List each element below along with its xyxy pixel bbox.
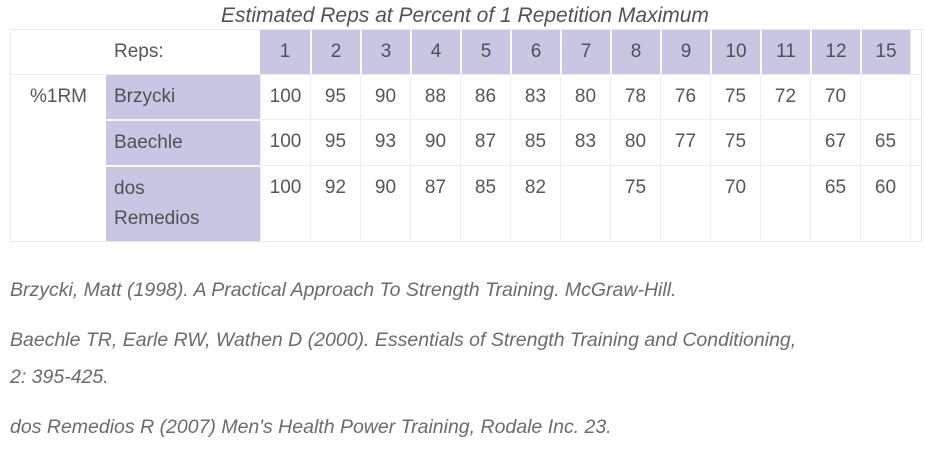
rep-header-cell: 9 [660, 30, 710, 75]
value-cell: 75 [610, 165, 660, 241]
value-cell: 95 [310, 119, 360, 165]
table-title: Estimated Reps at Percent of 1 Repetitio… [221, 4, 709, 27]
method-label: dos Remedios [114, 178, 200, 229]
rep-header-cell: 1 [260, 30, 310, 75]
rep-header-cell: 12 [810, 30, 860, 75]
header-row: Reps: 1 2 3 4 5 6 7 8 9 10 11 12 15 [11, 30, 921, 75]
rep-header-cell: 6 [510, 30, 560, 75]
value-cell: 88 [410, 75, 460, 119]
value-cell: 75 [710, 119, 760, 165]
reps-label: Reps: [106, 30, 260, 75]
spacer-cell [910, 75, 921, 119]
method-cell: dos Remedios [106, 165, 260, 241]
value-cell: 100 [260, 165, 310, 241]
rep-header-cell: 8 [610, 30, 660, 75]
reps-table: Reps: 1 2 3 4 5 6 7 8 9 10 11 12 15 %1RM… [10, 29, 922, 242]
value-cell: 93 [360, 119, 410, 165]
citation-brzycki: Brzycki, Matt (1998). A Practical Approa… [10, 279, 677, 301]
rep-header-cell: 15 [860, 30, 910, 75]
value-cell: 82 [510, 165, 560, 241]
value-cell: 90 [360, 165, 410, 241]
citation-baechle: Baechle TR, Earle RW, Wathen D (2000). E… [10, 329, 797, 388]
method-cell: Baechle [106, 119, 260, 165]
value-cell: 67 [810, 119, 860, 165]
value-cell: 90 [410, 119, 460, 165]
value-cell [860, 75, 910, 119]
value-cell: 83 [560, 119, 610, 165]
value-cell [760, 165, 810, 241]
value-cell [560, 165, 610, 241]
corner-cell [11, 30, 106, 75]
method-cell: Brzycki [106, 75, 260, 119]
citation-dos-remedios: dos Remedios R (2007) Men's Health Power… [10, 416, 612, 438]
rep-header-cell: 5 [460, 30, 510, 75]
value-cell: 65 [860, 119, 910, 165]
value-cell: 70 [810, 75, 860, 119]
table-row-dos-remedios: dos Remedios 100 92 90 87 85 82 75 70 65… [11, 165, 921, 241]
value-cell: 92 [310, 165, 360, 241]
value-cell: 83 [510, 75, 560, 119]
value-cell: 70 [710, 165, 760, 241]
citations: Brzycki, Matt (1998). A Practical Approa… [10, 272, 800, 446]
value-cell: 87 [460, 119, 510, 165]
spacer-cell [910, 30, 921, 75]
rep-header-cell: 3 [360, 30, 410, 75]
value-cell: 100 [260, 75, 310, 119]
table-row-baechle: Baechle 100 95 93 90 87 85 83 80 77 75 6… [11, 119, 921, 165]
value-cell: 76 [660, 75, 710, 119]
spacer-cell [910, 165, 921, 241]
table-row-brzycki: %1RM Brzycki 100 95 90 88 86 83 80 78 76… [11, 75, 921, 119]
value-cell: 86 [460, 75, 510, 119]
value-cell: 60 [860, 165, 910, 241]
value-cell: 65 [810, 165, 860, 241]
value-cell: 78 [610, 75, 660, 119]
value-cell [660, 165, 710, 241]
rep-header-cell: 7 [560, 30, 610, 75]
rep-header-cell: 4 [410, 30, 460, 75]
value-cell: 95 [310, 75, 360, 119]
rep-header-cell: 2 [310, 30, 360, 75]
value-cell: 85 [460, 165, 510, 241]
value-cell: 90 [360, 75, 410, 119]
value-cell: 72 [760, 75, 810, 119]
rep-header-cell: 11 [760, 30, 810, 75]
value-cell: 80 [610, 119, 660, 165]
value-cell: 85 [510, 119, 560, 165]
spacer-cell [910, 119, 921, 165]
value-cell: 100 [260, 119, 310, 165]
row-axis-label: %1RM [29, 86, 87, 107]
value-cell: 87 [410, 165, 460, 241]
value-cell [760, 119, 810, 165]
value-cell: 75 [710, 75, 760, 119]
rep-header-cell: 10 [710, 30, 760, 75]
value-cell: 77 [660, 119, 710, 165]
value-cell: 80 [560, 75, 610, 119]
